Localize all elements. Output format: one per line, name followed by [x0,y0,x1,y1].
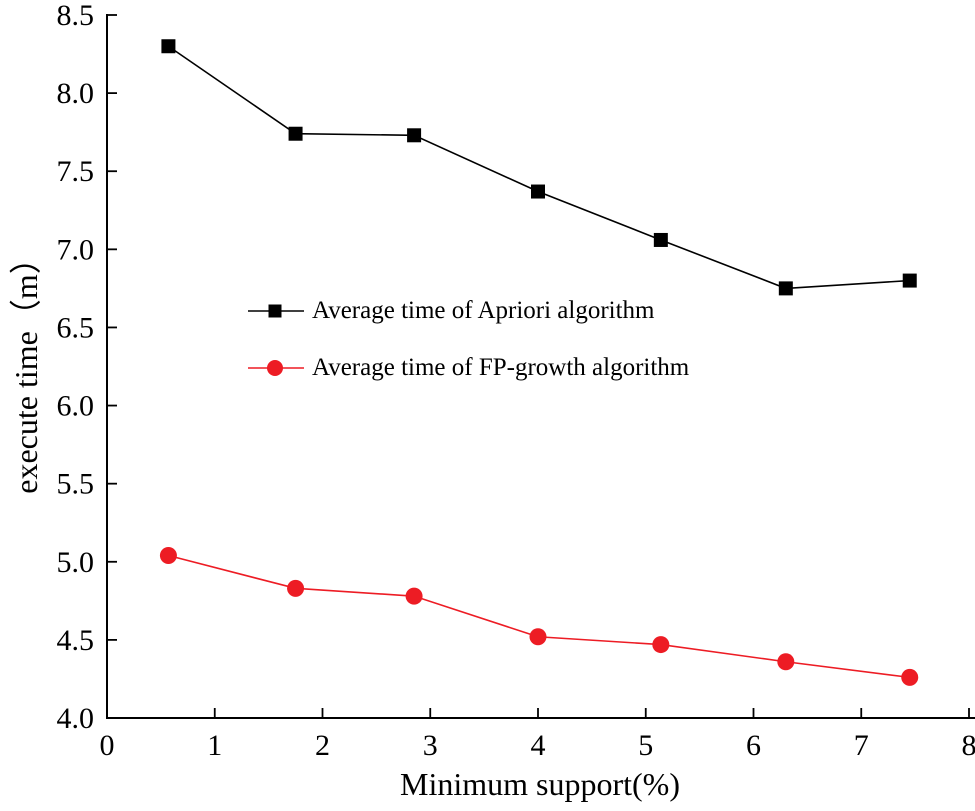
y-tick-label: 4.0 [57,702,95,735]
data-point-circle [287,579,305,597]
x-tick-label: 8 [962,729,975,762]
x-tick-label: 0 [100,729,115,762]
data-point-square [407,128,422,143]
legend: Average time of Apriori algorithm Averag… [247,297,689,411]
data-point-circle [405,587,423,605]
data-point-square [531,184,545,199]
data-point-square [902,273,917,288]
data-point-circle [777,653,795,671]
data-point-circle [901,668,919,686]
data-point-square [653,232,668,247]
y-tick-label: 5.0 [57,546,95,579]
x-tick-label: 5 [638,729,653,762]
data-point-square [778,281,793,296]
data-point-square [288,126,303,141]
y-tick-label: 8.0 [57,77,95,110]
data-point-circle [529,628,547,646]
y-tick-label: 8.5 [57,0,95,32]
legend-item-apriori: Average time of Apriori algorithm [247,297,689,325]
data-point-circle [652,636,670,654]
legend-label-fp-growth: Average time of FP-growth algorithm [312,354,690,381]
series-line-1 [168,554,910,679]
y-tick-label: 6.5 [57,311,95,344]
legend-label-apriori: Average time of Apriori algorithm [312,297,655,324]
x-tick-label: 2 [315,729,330,762]
x-tick-label: 3 [423,729,438,762]
legend-item-fp-growth: Average time of FP-growth algorithm [247,354,689,382]
y-tick-label: 7.0 [57,233,95,266]
x-tick-label: 6 [746,729,761,762]
x-tick-label: 4 [531,729,546,762]
data-point-circle [159,547,177,565]
data-point-square [161,39,176,54]
x-axis-title: Minimum support(%) [400,766,680,802]
y-tick-label: 7.5 [57,155,95,188]
y-tick-label: 4.5 [57,624,95,657]
y-tick-label: 6.0 [57,390,95,423]
x-tick-label: 7 [854,729,869,762]
y-tick-label: 5.5 [57,468,95,501]
x-tick-label: 1 [207,729,222,762]
legend-marker-square-icon [247,301,305,321]
legend-marker-circle-icon [247,358,305,378]
series-line-0 [167,45,910,290]
y-axis-title: execute time（m） [8,242,44,494]
